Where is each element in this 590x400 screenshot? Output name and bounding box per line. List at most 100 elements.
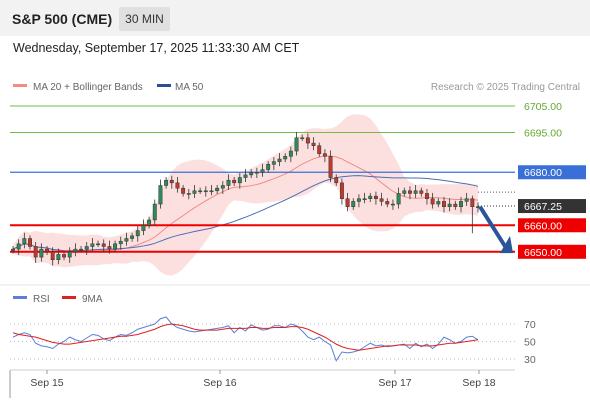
header-bar: S&P 500 (CME) 30 MIN bbox=[0, 0, 590, 36]
candle-body bbox=[356, 198, 361, 202]
candle-body bbox=[107, 246, 112, 250]
level-label-6680.00: 6680.00 bbox=[524, 167, 562, 179]
candle-body bbox=[317, 145, 322, 154]
candle-body bbox=[300, 137, 305, 140]
level-label-6650.00: 6650.00 bbox=[524, 247, 562, 259]
level-label-6695.00: 6695.00 bbox=[524, 127, 562, 139]
legend-label-bb: MA 20 + Bollinger Bands bbox=[33, 82, 143, 93]
candle-body bbox=[305, 137, 310, 144]
candle-body bbox=[101, 243, 106, 247]
candle-body bbox=[118, 240, 123, 245]
candle-body bbox=[419, 190, 424, 194]
x-tick-label: Sep 17 bbox=[378, 377, 411, 389]
candle-body bbox=[113, 243, 118, 250]
candle-body bbox=[339, 182, 344, 200]
candle-body bbox=[67, 251, 72, 258]
candle-body bbox=[11, 248, 15, 251]
level-tag-6660.00 bbox=[518, 218, 586, 233]
candle-body bbox=[62, 254, 66, 258]
legend-swatch-rsi bbox=[13, 296, 27, 299]
timeframe-badge[interactable]: 30 MIN bbox=[119, 7, 170, 31]
x-tick-label: Sep 15 bbox=[30, 377, 63, 389]
candle-body bbox=[294, 137, 299, 152]
candle-body bbox=[215, 187, 220, 192]
candle-body bbox=[158, 185, 163, 205]
candle-body bbox=[447, 203, 452, 207]
candle-body bbox=[237, 177, 242, 184]
candle-body bbox=[56, 254, 61, 260]
candle-body bbox=[28, 238, 32, 247]
x-tick-label: Sep 18 bbox=[462, 377, 495, 389]
candle-body bbox=[385, 201, 390, 205]
candle-body bbox=[232, 179, 237, 184]
candle-body bbox=[379, 198, 384, 202]
candle-body bbox=[147, 219, 152, 226]
candle-body bbox=[373, 195, 378, 200]
ma50-line bbox=[12, 175, 479, 252]
candle-body bbox=[164, 179, 169, 186]
candle-body bbox=[45, 248, 49, 253]
candle-body bbox=[50, 251, 55, 260]
candle-body bbox=[84, 246, 89, 250]
candle-body bbox=[442, 201, 446, 207]
candle-body bbox=[79, 248, 84, 251]
candle-body bbox=[135, 230, 140, 237]
candle-body bbox=[271, 161, 276, 165]
candle-body bbox=[209, 190, 214, 193]
candle-body bbox=[198, 190, 203, 193]
candle-body bbox=[283, 156, 288, 160]
candle-body bbox=[203, 190, 208, 193]
candle-body bbox=[413, 190, 418, 194]
bollinger-band-fill bbox=[13, 114, 478, 276]
candle-body bbox=[226, 179, 231, 186]
candle-body bbox=[368, 195, 373, 200]
candle-body bbox=[345, 198, 350, 207]
candle-body bbox=[254, 171, 259, 174]
candle-body bbox=[169, 179, 174, 184]
candle-body bbox=[220, 185, 225, 189]
rsi-level-label-50: 50 bbox=[524, 337, 536, 349]
candle-body bbox=[39, 248, 44, 258]
candle-body bbox=[459, 201, 463, 207]
candle-body bbox=[33, 246, 38, 258]
candle-body bbox=[351, 201, 356, 207]
last-price-tag bbox=[518, 199, 586, 214]
candle-body bbox=[362, 198, 367, 201]
candle-body bbox=[243, 174, 248, 178]
candle-body bbox=[436, 201, 441, 205]
candle-body bbox=[96, 243, 101, 246]
legend-swatch-ma50 bbox=[157, 84, 171, 87]
legend-swatch-bb bbox=[13, 84, 27, 87]
legend-label-ma50: MA 50 bbox=[175, 82, 204, 93]
candle-body bbox=[425, 193, 429, 200]
timestamp: Wednesday, September 17, 2025 11:33:30 A… bbox=[13, 41, 300, 55]
candle-body bbox=[390, 203, 395, 206]
candle-body bbox=[311, 142, 316, 146]
candle-body bbox=[152, 203, 157, 221]
candle-body bbox=[192, 190, 197, 194]
rsi-level-label-30: 30 bbox=[524, 354, 536, 366]
instrument-title: S&P 500 (CME) bbox=[12, 11, 113, 27]
candle-body bbox=[16, 243, 21, 250]
level-tag-6650.00 bbox=[518, 244, 586, 259]
candle-body bbox=[130, 235, 135, 239]
forecast-arrow-shaft bbox=[478, 205, 508, 249]
candle-body bbox=[328, 156, 333, 178]
candle-body bbox=[322, 153, 327, 157]
level-label-6660.00: 6660.00 bbox=[524, 220, 562, 232]
legend-label-rsi: RSI bbox=[33, 294, 50, 305]
candle-body bbox=[124, 238, 129, 242]
level-tag-6680.00 bbox=[518, 165, 586, 180]
candle-body bbox=[22, 238, 27, 245]
forecast-arrow-head bbox=[500, 235, 513, 254]
level-label-6705.00: 6705.00 bbox=[524, 101, 562, 113]
candle-body bbox=[453, 203, 458, 207]
candle-body bbox=[396, 193, 401, 205]
last-price-label: 6667.25 bbox=[524, 201, 562, 213]
candle-body bbox=[334, 177, 339, 184]
candle-body bbox=[470, 198, 475, 207]
candle-body bbox=[408, 190, 412, 194]
rsi-level-label-70: 70 bbox=[524, 319, 536, 331]
x-tick-label: Sep 16 bbox=[203, 377, 236, 389]
